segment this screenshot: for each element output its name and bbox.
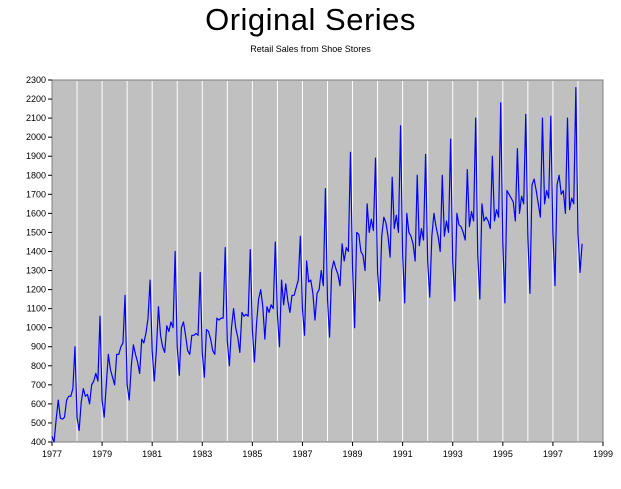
series-line bbox=[51, 87, 583, 443]
y-tick-label: 1200 bbox=[26, 285, 46, 295]
y-tick-label: 1100 bbox=[27, 304, 46, 314]
y-tick-label: 2000 bbox=[26, 132, 46, 142]
x-tick-label: 1981 bbox=[142, 449, 162, 459]
y-tick-label: 1000 bbox=[26, 323, 46, 333]
chart-subtitle: Retail Sales from Shoe Stores bbox=[250, 44, 371, 54]
x-tick-label: 1989 bbox=[343, 449, 363, 459]
y-tick-label: 800 bbox=[31, 361, 46, 371]
x-tick-label: 1983 bbox=[192, 449, 212, 459]
x-tick-label: 1977 bbox=[42, 449, 62, 459]
x-tick-label: 1991 bbox=[393, 449, 413, 459]
y-tick-label: 1300 bbox=[26, 266, 46, 276]
y-tick-label: 1800 bbox=[26, 170, 46, 180]
y-tick-label: 900 bbox=[31, 342, 46, 352]
x-tick-label: 1997 bbox=[543, 449, 563, 459]
y-tick-label: 1700 bbox=[26, 189, 46, 199]
y-tick-label: 2200 bbox=[26, 94, 46, 104]
chart-title: Original Series bbox=[205, 2, 416, 37]
y-tick-label: 2300 bbox=[26, 75, 46, 85]
x-tick-label: 1999 bbox=[593, 449, 613, 459]
y-tick-label: 2100 bbox=[26, 113, 46, 123]
y-tick-label: 1600 bbox=[26, 208, 46, 218]
y-tick-label: 500 bbox=[31, 418, 46, 428]
x-tick-label: 1985 bbox=[242, 449, 262, 459]
y-tick-label: 600 bbox=[31, 399, 46, 409]
x-tick-label: 1995 bbox=[493, 449, 513, 459]
series-layer bbox=[51, 87, 583, 443]
y-tick-label: 400 bbox=[31, 437, 46, 447]
x-tick-label: 1993 bbox=[443, 449, 463, 459]
y-tick-label: 1900 bbox=[26, 151, 46, 161]
y-tick-label: 700 bbox=[31, 380, 46, 390]
grid bbox=[76, 81, 579, 441]
axes: 1977 1979 1981 1983 1985 1987 1989 1991 1993 1995… bbox=[26, 75, 613, 459]
y-tick-label: 1500 bbox=[26, 227, 46, 237]
x-tick-label: 1987 bbox=[292, 449, 312, 459]
y-tick-label: 1400 bbox=[26, 246, 46, 256]
x-tick-label: 1979 bbox=[92, 449, 112, 459]
